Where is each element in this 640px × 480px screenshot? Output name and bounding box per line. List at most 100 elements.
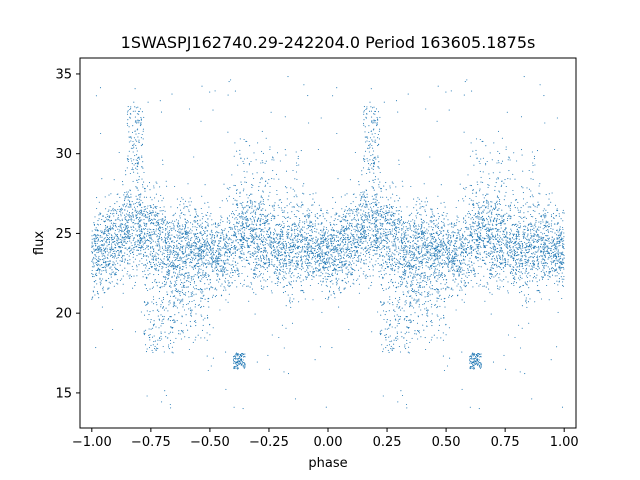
data-point	[162, 228, 164, 230]
data-point	[458, 247, 460, 249]
data-point	[171, 276, 173, 279]
data-point	[389, 248, 391, 251]
data-point	[205, 275, 207, 277]
data-point	[380, 232, 382, 234]
data-point	[468, 203, 470, 205]
data-point	[381, 248, 383, 250]
data-point	[114, 225, 116, 227]
data-point	[265, 238, 267, 240]
data-point	[514, 199, 517, 201]
data-point	[332, 252, 334, 254]
data-point	[327, 298, 329, 300]
data-point	[525, 258, 527, 260]
data-point	[207, 259, 209, 262]
data-point	[434, 289, 436, 291]
data-point	[443, 234, 445, 236]
data-point	[506, 253, 508, 255]
data-point	[219, 224, 221, 226]
data-point	[318, 275, 320, 277]
data-point	[149, 210, 151, 212]
data-point	[328, 290, 331, 292]
data-point	[550, 249, 552, 251]
data-point	[210, 254, 212, 256]
data-point	[558, 240, 561, 242]
data-point	[312, 237, 314, 239]
data-point	[446, 213, 448, 215]
data-point	[407, 234, 409, 236]
data-point	[239, 216, 241, 218]
data-point	[433, 259, 435, 261]
data-point	[399, 249, 401, 251]
data-point	[515, 273, 517, 275]
data-point	[456, 232, 458, 234]
data-point	[555, 234, 558, 236]
data-point	[260, 228, 263, 231]
data-point	[144, 252, 146, 254]
data-point	[173, 254, 175, 256]
data-point	[404, 265, 407, 267]
data-point	[479, 208, 481, 210]
data-point	[156, 265, 158, 267]
data-point	[473, 226, 475, 228]
data-point	[97, 239, 100, 241]
data-point	[525, 251, 528, 253]
data-point	[128, 213, 130, 215]
data-point	[303, 226, 305, 228]
data-point	[403, 241, 405, 243]
data-point	[342, 235, 344, 237]
data-point	[278, 261, 280, 263]
data-point	[277, 254, 279, 257]
data-point	[145, 216, 147, 218]
data-point	[151, 281, 153, 284]
data-point	[124, 267, 126, 269]
data-point	[98, 297, 100, 299]
data-point	[463, 301, 465, 303]
data-point	[333, 263, 335, 265]
data-point	[301, 226, 304, 228]
data-point	[434, 268, 436, 270]
data-point	[344, 194, 346, 196]
data-point	[354, 242, 356, 244]
data-point	[400, 238, 403, 240]
data-point	[169, 257, 171, 259]
data-point	[273, 247, 275, 249]
data-point	[470, 251, 473, 253]
data-point	[192, 226, 194, 228]
data-point	[496, 258, 498, 260]
data-point	[389, 218, 391, 220]
data-point	[364, 213, 366, 215]
data-point	[435, 265, 437, 267]
data-point	[295, 269, 297, 271]
data-point	[557, 284, 559, 286]
data-point	[282, 243, 285, 245]
data-point	[115, 223, 117, 225]
data-point	[228, 248, 230, 250]
data-point	[453, 261, 455, 263]
data-point	[530, 237, 532, 239]
data-point	[470, 248, 473, 250]
data-point	[486, 244, 488, 246]
data-point	[207, 262, 209, 264]
data-point	[172, 290, 174, 292]
data-point	[184, 272, 186, 275]
data-point	[383, 212, 385, 214]
data-point	[455, 270, 457, 273]
data-point	[551, 241, 553, 243]
data-point	[103, 250, 105, 252]
data-point	[453, 275, 455, 277]
data-point	[103, 247, 105, 249]
data-point	[454, 232, 456, 234]
data-point	[166, 241, 168, 244]
data-point	[438, 216, 440, 218]
data-point	[512, 235, 515, 237]
data-point	[302, 239, 304, 241]
data-point	[188, 244, 190, 246]
data-point	[349, 210, 351, 212]
data-point	[216, 258, 218, 260]
data-point	[307, 272, 309, 274]
data-point	[251, 221, 253, 223]
data-point	[498, 238, 501, 240]
data-point	[152, 296, 155, 298]
data-point	[467, 268, 469, 270]
data-point	[208, 306, 210, 308]
